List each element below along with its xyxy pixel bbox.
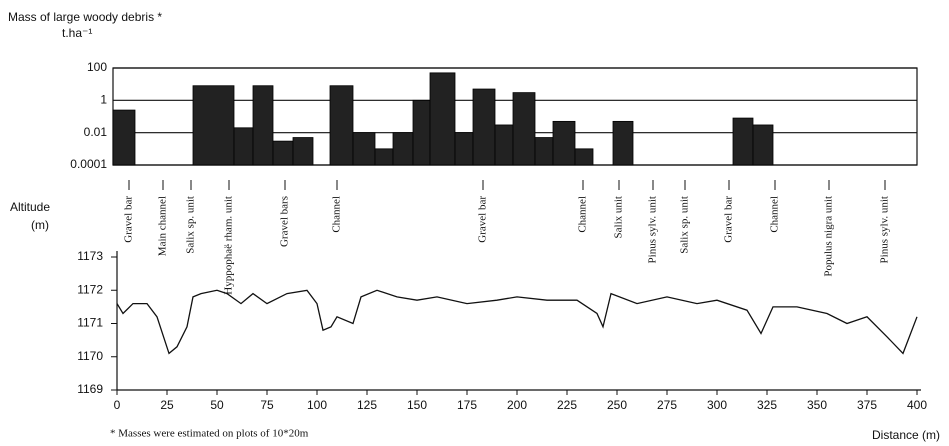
zone-label: Pinus sylv. unit — [879, 196, 891, 263]
unit-label: t.ha⁻¹ — [62, 26, 92, 40]
x-tick-label: 75 — [260, 398, 274, 412]
y-axis-unit: (m) — [31, 218, 49, 232]
bar — [429, 72, 456, 166]
x-tick-label: 50 — [210, 398, 224, 412]
zone-label: Hyppophaë rham. unit — [223, 196, 235, 295]
bar — [752, 124, 774, 166]
zone-label: Gravel bar — [477, 196, 489, 243]
y-tick-label: 0.0001 — [70, 157, 107, 171]
zone-label: Channel — [769, 196, 781, 233]
bar — [612, 120, 634, 166]
x-tick-label: 225 — [557, 398, 577, 412]
bar — [233, 127, 254, 166]
y-tick-label: 1173 — [77, 249, 103, 263]
bar — [552, 120, 576, 166]
zone-label: Pinus sylv. unit — [647, 196, 659, 263]
bar — [252, 85, 274, 166]
y-tick-label: 1170 — [77, 349, 103, 363]
y-tick-label: 100 — [87, 60, 107, 74]
x-tick-label: 200 — [507, 398, 527, 412]
profile-line — [116, 289, 918, 355]
zone-label: Salix sp. unit — [679, 196, 691, 254]
bar — [454, 132, 474, 166]
x-tick-label: 25 — [160, 398, 174, 412]
zone-label: Salix sp. unit — [185, 196, 197, 254]
y-tick-label: 1169 — [77, 382, 103, 396]
bar — [329, 85, 354, 166]
x-tick-label: 300 — [707, 398, 727, 412]
zone-label: Gravel bars — [279, 196, 291, 247]
bar — [494, 124, 514, 166]
x-tick-label: 250 — [607, 398, 627, 412]
x-tick-label: 375 — [857, 398, 877, 412]
zone-label: Populus nigra unit — [823, 196, 835, 277]
x-tick-label: 100 — [307, 398, 327, 412]
bar — [732, 117, 754, 166]
y-tick-label: 0.01 — [84, 125, 108, 139]
x-tick-label: 350 — [807, 398, 827, 412]
bar — [392, 132, 414, 166]
bar — [272, 140, 294, 166]
y-tick-label: 1 — [100, 93, 107, 107]
y-tick-label: 1172 — [77, 282, 103, 296]
bar — [512, 92, 536, 166]
x-tick-label: 325 — [757, 398, 777, 412]
y-axis-label: Altitude — [10, 200, 50, 214]
zone-label: Gravel bar — [123, 196, 135, 243]
bar — [352, 132, 376, 166]
footnote: * Masses were estimated on plots of 10*2… — [110, 428, 309, 440]
chart-title: Mass of large woody debris * — [8, 10, 162, 24]
x-tick-label: 400 — [907, 398, 927, 412]
bar — [534, 137, 554, 166]
y-tick-label: 1171 — [77, 316, 103, 330]
x-tick-label: 125 — [357, 398, 377, 412]
bar — [472, 88, 496, 166]
bar — [574, 148, 594, 166]
zone-label: Gravel bar — [723, 196, 735, 243]
bar — [412, 99, 431, 166]
bar — [192, 85, 235, 166]
x-tick-label: 0 — [114, 398, 121, 412]
x-tick-label: 175 — [457, 398, 477, 412]
x-tick-label: 150 — [407, 398, 427, 412]
zone-label: Main channel — [157, 196, 169, 256]
bar — [292, 137, 314, 166]
bar — [112, 109, 136, 166]
bar — [374, 148, 394, 166]
x-tick-label: 275 — [657, 398, 677, 412]
zone-label: Channel — [331, 196, 343, 233]
zone-label: Channel — [577, 196, 589, 233]
x-axis-label: Distance (m) — [872, 428, 940, 442]
zone-label: Salix unit — [613, 196, 625, 238]
